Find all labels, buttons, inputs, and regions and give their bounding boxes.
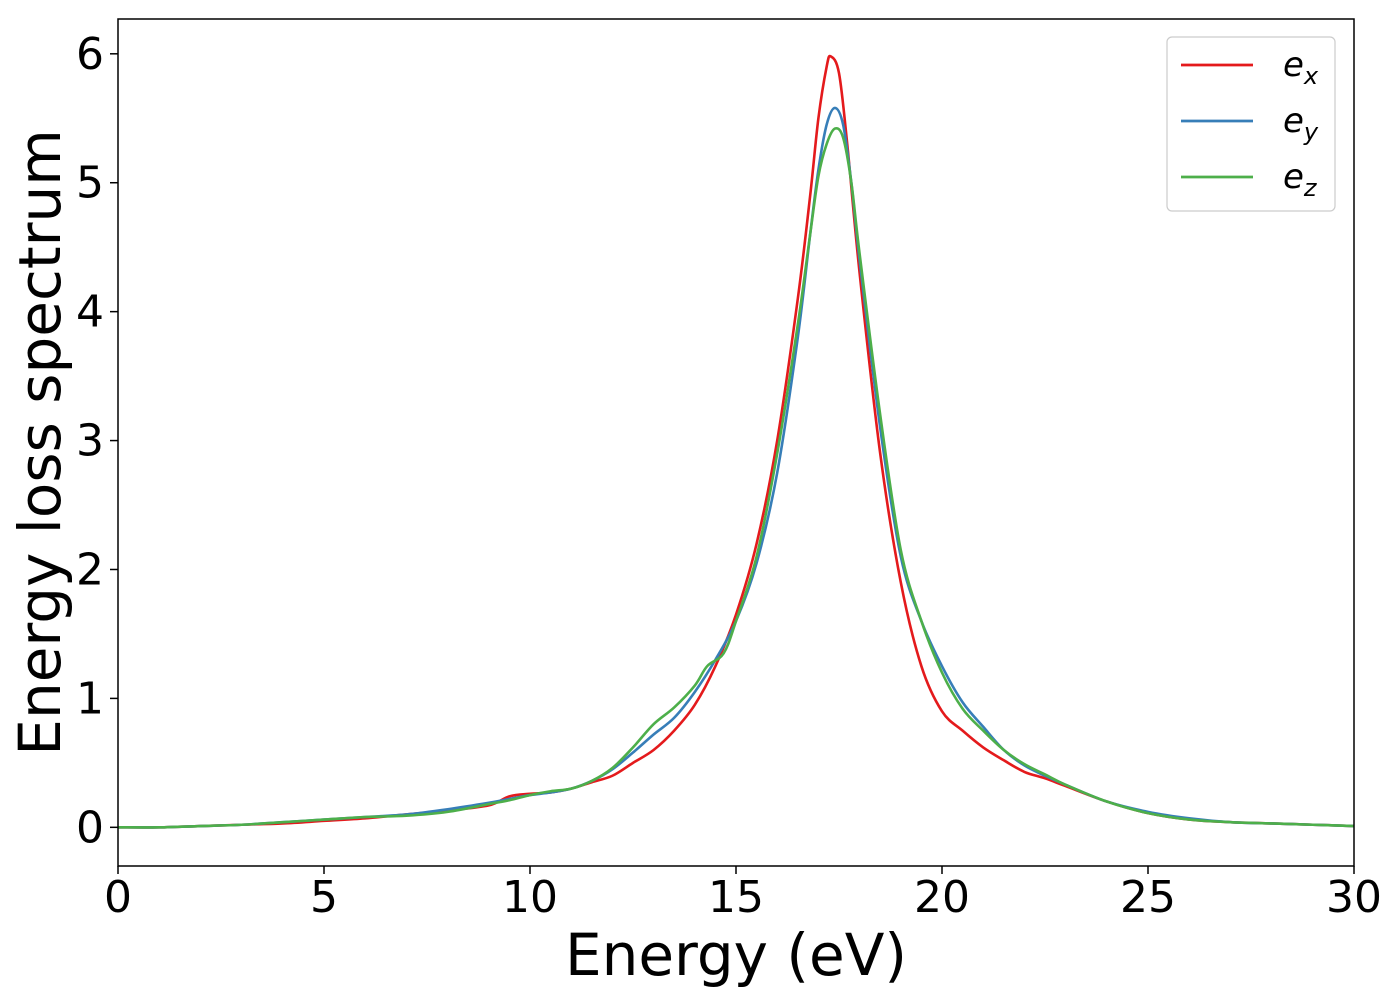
- x-tick-label: 30: [1326, 872, 1382, 923]
- y-tick-label: 2: [76, 544, 104, 595]
- legend-label-x: ex: [1283, 45, 1319, 90]
- series-line-y: [118, 106, 1354, 829]
- legend-label-z: ez: [1283, 157, 1318, 202]
- x-tick-label: 0: [104, 872, 132, 923]
- x-tick-label: 20: [914, 872, 970, 923]
- x-axis-ticks: 0 5 10 15 20 25 30: [104, 866, 1382, 923]
- x-tick-label: 10: [502, 872, 558, 923]
- y-axis-title: Energy loss spectrum: [6, 129, 74, 755]
- y-tick-label: 4: [76, 287, 104, 338]
- y-tick-label: 5: [76, 158, 104, 209]
- y-tick-label: 6: [76, 29, 104, 80]
- y-tick-label: 3: [76, 416, 104, 467]
- series-line-z: [118, 126, 1354, 829]
- legend-box: [1166, 36, 1336, 212]
- y-axis-ticks: 0 1 2 3 4 5 6: [76, 29, 118, 853]
- legend-label-y: ey: [1283, 101, 1319, 146]
- x-axis-title: Energy (eV): [565, 921, 907, 989]
- y-tick-label: 1: [76, 673, 104, 724]
- x-tick-label: 5: [310, 872, 338, 923]
- y-tick-label: 0: [76, 802, 104, 853]
- x-tick-label: 25: [1120, 872, 1176, 923]
- legend: ex ey ez: [1166, 36, 1336, 212]
- x-tick-label: 15: [708, 872, 764, 923]
- plot-area: [118, 54, 1354, 829]
